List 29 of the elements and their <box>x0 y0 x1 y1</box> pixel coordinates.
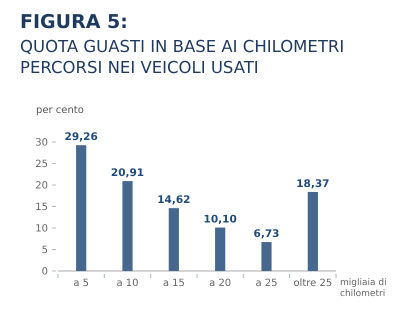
y-axis-title: per cento <box>36 105 84 116</box>
bar <box>76 145 86 271</box>
y-tick-label: 5 <box>42 245 48 256</box>
y-tick-label: 25 <box>35 159 48 170</box>
x-tick-label: a 20 <box>209 278 232 289</box>
y-tick-label: 30 <box>35 138 48 148</box>
x-axis-title: migliaia di chilometri <box>340 278 387 299</box>
x-tick-label: a 15 <box>162 278 185 289</box>
chart-title: FIGURA 5: <box>20 11 128 33</box>
y-tick-label: 0 <box>42 266 48 278</box>
bar <box>122 181 133 271</box>
data-label: 29,26 <box>64 131 98 144</box>
data-label: 14,62 <box>157 194 190 206</box>
data-label: 20,91 <box>110 167 144 180</box>
y-tick-label: 15 <box>35 202 48 213</box>
data-label: 6,73 <box>254 228 280 240</box>
x-tick-label: a 10 <box>116 278 139 289</box>
bar <box>215 228 226 271</box>
x-tick-label: oltre 25 <box>293 278 332 289</box>
y-tick-label: 10 <box>35 224 48 234</box>
bar <box>261 242 272 271</box>
x-tick-label: a 25 <box>255 278 278 289</box>
chart-subtitle: QUOTA GUASTI IN BASE AI CHILOMETRI PERCORSI NEI VEICOLI USATI <box>20 37 344 77</box>
y-tick-label: 20 <box>35 180 48 192</box>
x-tick-label: a 5 <box>73 278 90 289</box>
bar <box>168 208 179 271</box>
bar <box>308 192 318 271</box>
data-label: 18,37 <box>296 178 330 190</box>
data-label: 10,10 <box>204 214 237 226</box>
